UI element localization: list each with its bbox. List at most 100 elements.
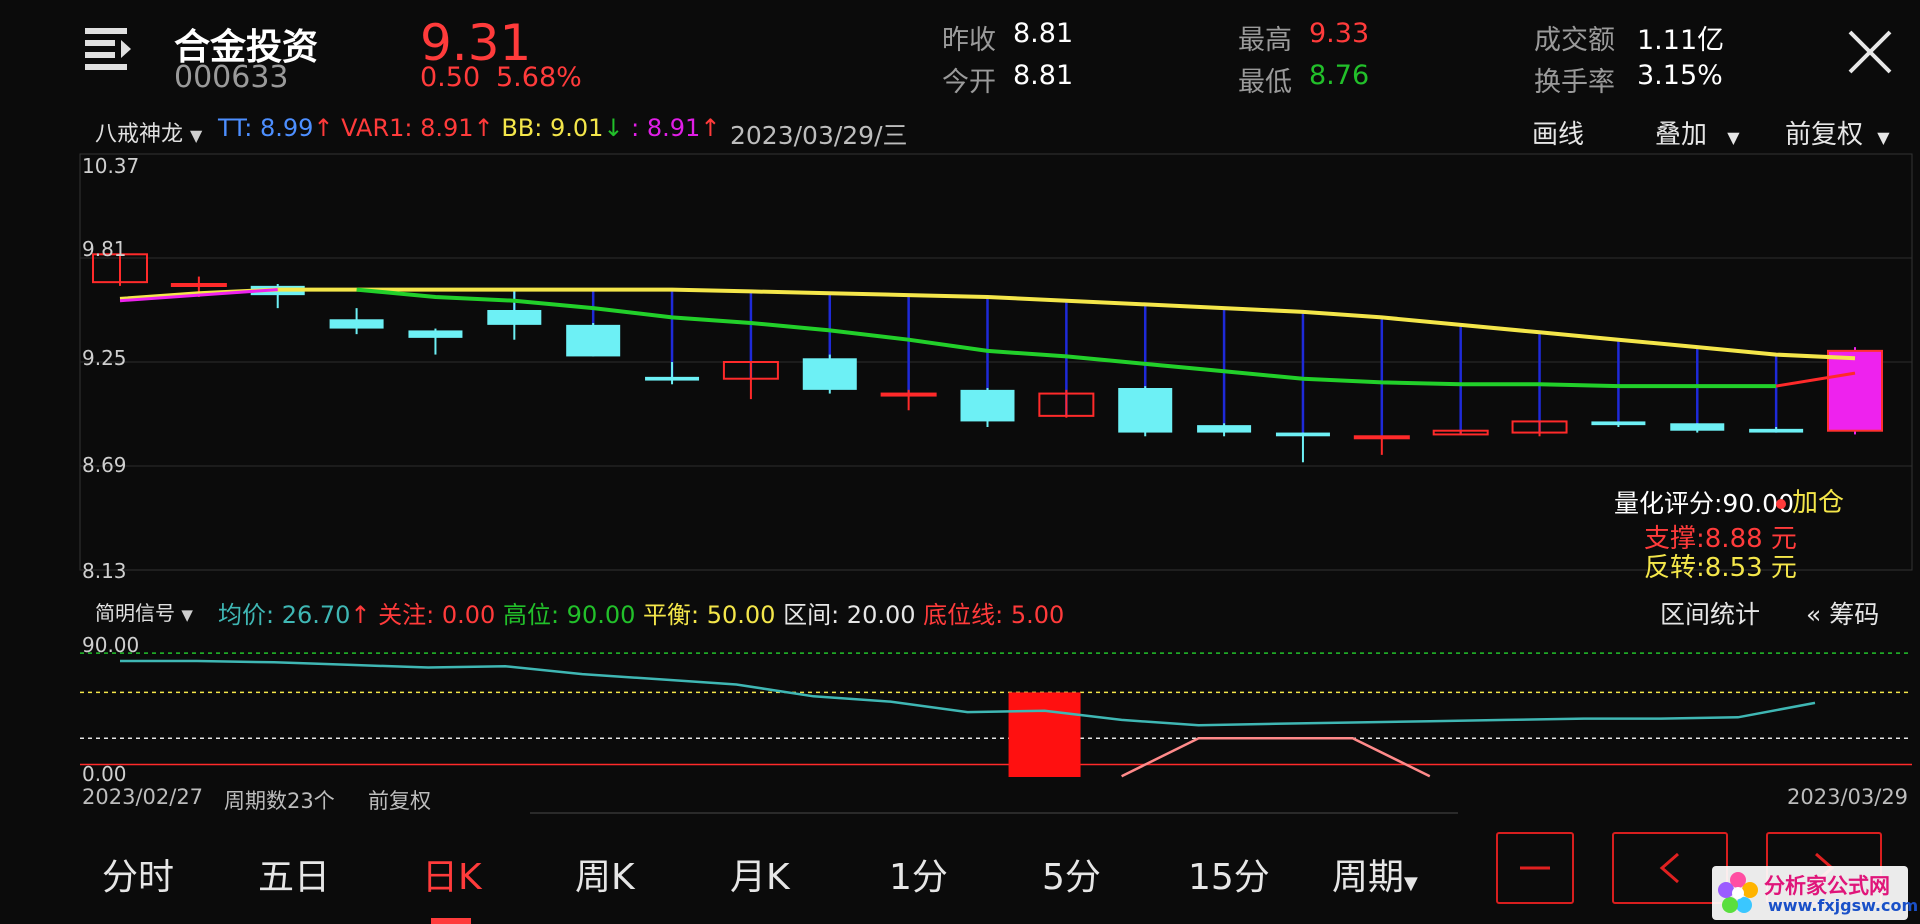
bb-value: BB: 9.01 xyxy=(501,114,604,142)
candle-body xyxy=(880,392,937,397)
tt-line xyxy=(356,287,1777,389)
reversal-level: 反转:8.53 元 xyxy=(1644,553,1797,583)
bb-arrow: ↓ xyxy=(603,114,624,142)
stock-name: 合金投资 xyxy=(174,27,319,68)
tt-arrow: ↑ xyxy=(313,114,334,142)
candle-body xyxy=(408,330,463,338)
add-position-label: 加仓 xyxy=(1776,482,1844,519)
sub-indicator-name: 简明信号 xyxy=(95,601,175,625)
candle-body xyxy=(329,319,384,329)
chips-label: 筹码 xyxy=(1829,600,1880,629)
red-line xyxy=(1775,371,1856,388)
stat-label-turnover: 成交额 xyxy=(1534,25,1615,56)
price-axis-label: 8.69 xyxy=(82,453,127,477)
candle-body xyxy=(1197,425,1252,433)
stat-value-open: 8.81 xyxy=(1013,60,1074,91)
chevron-down-icon: ▼ xyxy=(1727,128,1740,147)
minus-icon xyxy=(1520,866,1550,870)
tab-intraday[interactable]: 分时 xyxy=(102,857,175,898)
high-value: 高位: 90.00 xyxy=(502,601,636,629)
candle-body xyxy=(802,358,857,390)
var1-arrow: ↑ xyxy=(473,114,494,142)
zoom-out-button[interactable] xyxy=(1496,832,1574,904)
watermark-url: www.fxjgsw.com xyxy=(1768,896,1919,915)
var1-value: VAR1: 8.91 xyxy=(341,114,474,142)
chevron-down-icon: ▼ xyxy=(181,606,193,624)
candle-body xyxy=(1038,392,1095,417)
candle-body xyxy=(1591,421,1646,426)
end-date: 2023/03/29 xyxy=(1787,785,1909,809)
stat-label-open: 今开 xyxy=(942,67,996,98)
candle-body xyxy=(1353,435,1410,440)
tab-5min[interactable]: 5分 xyxy=(1042,857,1101,898)
close-icon[interactable] xyxy=(1846,28,1894,76)
tab-daily-k[interactable]: 日K xyxy=(422,857,482,898)
range-stats-button[interactable]: 区间统计 xyxy=(1660,600,1761,629)
avg-value: 均价: 26.70 xyxy=(218,601,351,629)
menu-icon[interactable] xyxy=(85,26,137,70)
last-price: 9.31 xyxy=(420,14,532,72)
range-value: 区间: 20.00 xyxy=(783,601,916,629)
sub-axis-top: 90.00 xyxy=(82,633,140,657)
period-count: 周期数23个 xyxy=(224,789,335,813)
pink-line xyxy=(119,288,278,303)
tt-value: TT: 8.99 xyxy=(218,114,314,142)
main-indicator-select[interactable]: 八戒神龙 ▼ xyxy=(95,116,202,148)
main-indicator-name: 八戒神龙 xyxy=(95,122,184,147)
adjust-button[interactable]: 前复权 ▼ xyxy=(1785,114,1890,151)
candle-body xyxy=(487,310,542,325)
focus-value: 关注: 0.00 xyxy=(378,601,496,629)
stat-label-low: 最低 xyxy=(1238,67,1292,98)
sub-axis-bottom: 0.00 xyxy=(82,762,127,786)
tab-weekly-k[interactable]: 周K xyxy=(575,857,635,898)
start-date: 2023/02/27 xyxy=(82,785,204,809)
price-axis-label: 9.25 xyxy=(82,346,127,370)
adjust-label: 前复权 xyxy=(1785,120,1864,150)
watermark-site: 分析家公式网 xyxy=(1764,874,1890,898)
chart-date: 2023/03/29/三 xyxy=(730,121,908,150)
avg-line xyxy=(120,659,1816,727)
overlay-button[interactable]: 叠加 ▼ xyxy=(1655,114,1740,151)
stat-label-turnover-rate: 换手率 xyxy=(1534,67,1615,98)
candle-body xyxy=(1827,349,1883,432)
tab-monthly-k[interactable]: 月K xyxy=(730,857,790,898)
chevron-left-icon xyxy=(1659,852,1679,884)
stat-value-turnover-rate: 3.15% xyxy=(1637,60,1723,91)
tab-period[interactable]: 周期▼ xyxy=(1332,848,1418,900)
sub-indicator-values: 均价: 26.70↑ 关注: 0.00 高位: 90.00 平衡: 50.00 … xyxy=(218,595,1064,630)
signal-chart[interactable] xyxy=(0,626,1920,786)
stock-code: 000633 xyxy=(174,60,289,95)
sub-indicator-select[interactable]: 简明信号 ▼ xyxy=(95,597,193,626)
tab-1min[interactable]: 1分 xyxy=(889,857,948,898)
watermark: 分析家公式网 www.fxjgsw.com xyxy=(1712,866,1918,920)
chevron-down-icon: ▼ xyxy=(1877,128,1890,147)
candle-body xyxy=(1670,423,1725,431)
price-axis-label: 8.13 xyxy=(82,559,127,583)
footer-adjust: 前复权 xyxy=(368,789,431,813)
overlay-label: 叠加 xyxy=(1655,120,1708,150)
support-level: 支撑:8.88 元 xyxy=(1644,524,1797,554)
kline-chart[interactable] xyxy=(0,148,1920,584)
previous-button[interactable] xyxy=(1612,832,1728,904)
bb-line xyxy=(119,287,1856,361)
draw-line-button[interactable]: 画线 xyxy=(1532,120,1585,150)
price-change: 0.50 xyxy=(420,62,481,93)
extra-value: : 8.91 xyxy=(631,114,701,142)
candle-body xyxy=(566,324,621,357)
focus-bar xyxy=(1008,692,1081,777)
stat-label-high: 最高 xyxy=(1238,25,1292,56)
chips-button[interactable]: « 筹码 xyxy=(1806,595,1879,631)
candle-body xyxy=(960,389,1015,422)
candle-body xyxy=(1511,420,1568,434)
price-axis-label: 10.37 xyxy=(82,154,140,178)
avg-arrow: ↑ xyxy=(350,601,371,629)
double-chevron-left-icon: « xyxy=(1806,600,1822,629)
price-change-pct: 5.68% xyxy=(496,62,582,93)
candle-body xyxy=(1432,429,1489,436)
candle-body xyxy=(1749,428,1804,433)
tab-five-day[interactable]: 五日 xyxy=(258,857,331,898)
divider xyxy=(530,812,1458,814)
tab-15min[interactable]: 15分 xyxy=(1188,857,1270,898)
bottom-value: 底位线: 5.00 xyxy=(923,601,1065,629)
